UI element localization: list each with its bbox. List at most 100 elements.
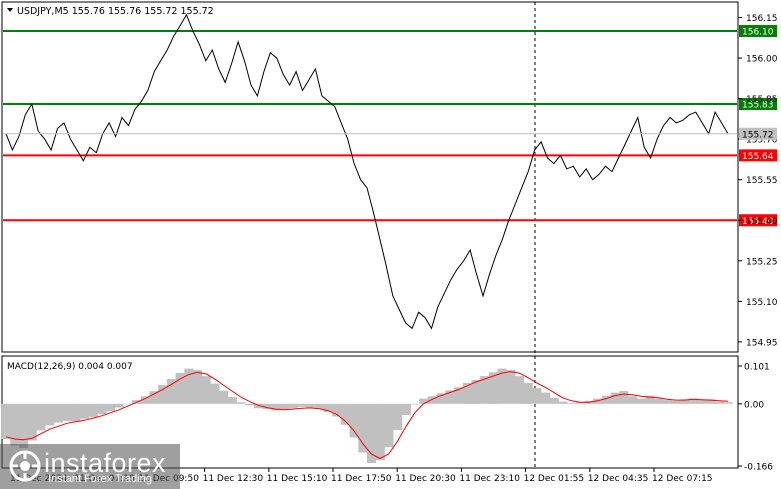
macd-bar bbox=[97, 403, 107, 415]
price-series bbox=[5, 13, 729, 330]
macd-bar bbox=[506, 370, 516, 404]
macd-bar bbox=[697, 400, 707, 404]
macd-bar bbox=[236, 402, 246, 404]
macd-bar bbox=[680, 399, 690, 404]
macd-axis: 0.101 0.00 -0.166 bbox=[738, 363, 773, 473]
macd-bar bbox=[575, 402, 585, 404]
macd-bar bbox=[671, 400, 681, 404]
macd-bar bbox=[297, 403, 307, 407]
macd-bar bbox=[88, 403, 98, 417]
macd-bar bbox=[549, 397, 559, 404]
macd-bar bbox=[497, 368, 507, 404]
macd-bar bbox=[401, 403, 411, 415]
macd-bar bbox=[445, 390, 455, 404]
macd-signal-line bbox=[5, 371, 729, 460]
macd-bar bbox=[10, 403, 20, 446]
price-level-tag bbox=[739, 98, 777, 111]
macd-bar bbox=[62, 403, 72, 421]
current-price-marker: 155.72 bbox=[3, 127, 777, 140]
macd-bar bbox=[567, 403, 577, 404]
macd-bar bbox=[419, 398, 429, 404]
macd-bar bbox=[488, 372, 498, 404]
macd-bar bbox=[306, 403, 316, 408]
macd-bar bbox=[149, 391, 159, 404]
price-level-label: 155.40 bbox=[742, 217, 774, 227]
macd-bar bbox=[123, 403, 133, 405]
macd-bar bbox=[262, 403, 272, 409]
macd-histogram bbox=[1, 368, 733, 463]
time-tick-label: 12 Dec 04:35 bbox=[588, 474, 649, 484]
macd-tick-label: 0.00 bbox=[744, 400, 764, 410]
macd-bar bbox=[79, 403, 89, 419]
macd-bar bbox=[523, 382, 533, 404]
macd-bar bbox=[45, 403, 55, 426]
macd-bar bbox=[288, 403, 298, 409]
macd-bar bbox=[349, 403, 359, 438]
macd-bar bbox=[636, 398, 646, 404]
macd-bar bbox=[332, 403, 342, 417]
macd-bar bbox=[27, 403, 37, 441]
macd-bar bbox=[114, 403, 124, 408]
macd-bar bbox=[645, 395, 655, 404]
macd-bar bbox=[375, 403, 385, 460]
macd-bar bbox=[166, 379, 176, 404]
price-levels: 156.10 155.83 155.64 155.40 bbox=[3, 25, 777, 227]
macd-bar bbox=[610, 392, 620, 404]
macd-bar bbox=[628, 396, 638, 404]
time-tick-label: 11 Dec 12:30 bbox=[203, 474, 264, 484]
macd-bar bbox=[532, 388, 542, 404]
time-tick-label: 12 Dec 07:15 bbox=[652, 474, 713, 484]
macd-bar bbox=[201, 376, 211, 404]
time-tick-label: 11 Dec 15:10 bbox=[267, 474, 328, 484]
price-level-tag bbox=[739, 149, 777, 162]
macd-bar bbox=[462, 382, 472, 404]
logo-brand: instaforex bbox=[44, 448, 167, 478]
macd-bar bbox=[688, 398, 698, 404]
macd-bar bbox=[706, 399, 716, 404]
price-level-label: 155.83 bbox=[742, 101, 774, 111]
macd-bar bbox=[436, 393, 446, 404]
macd-bar bbox=[715, 401, 725, 404]
time-tick-label: 11 Dec 17:50 bbox=[331, 474, 392, 484]
price-line bbox=[5, 13, 729, 330]
price-level-tag bbox=[739, 214, 777, 227]
current-price-tag bbox=[739, 127, 777, 140]
price-tick-label: 155.10 bbox=[746, 298, 778, 308]
instaforex-logo-icon bbox=[9, 450, 41, 482]
macd-tick-label: 0.101 bbox=[744, 363, 770, 373]
macd-bar bbox=[471, 379, 481, 404]
macd-tick-label: -0.166 bbox=[744, 463, 773, 473]
logo-tagline: Instant Forex Trading bbox=[48, 473, 152, 485]
macd-bar bbox=[480, 376, 490, 404]
macd-bar bbox=[358, 403, 368, 453]
macd-bar bbox=[227, 397, 237, 404]
chart-title: USDJPY,M5 155.76 155.76 155.72 155.72 bbox=[17, 6, 214, 17]
macd-bar bbox=[454, 387, 464, 404]
macd-bar bbox=[36, 403, 46, 431]
dropdown-triangle-icon[interactable] bbox=[7, 8, 13, 12]
macd-bar bbox=[271, 403, 281, 411]
time-tick-label: 11 Dec 23:10 bbox=[459, 474, 520, 484]
chart-header: USDJPY,M5 155.76 155.76 155.72 155.72 bbox=[7, 6, 214, 17]
price-tick-label: 155.25 bbox=[746, 257, 778, 267]
time-tick-label: 11 Dec 20:30 bbox=[395, 474, 456, 484]
macd-bar bbox=[193, 370, 203, 404]
macd-title: MACD(12,26,9) 0.004 0.007 bbox=[7, 362, 133, 372]
macd-bar bbox=[514, 376, 524, 404]
macd-bar bbox=[106, 403, 116, 412]
price-tick-label: 155.85 bbox=[746, 95, 778, 105]
price-level-label: 156.10 bbox=[742, 28, 774, 38]
macd-bar bbox=[619, 391, 629, 404]
price-tick-label: 155.40 bbox=[746, 217, 778, 227]
macd-bar bbox=[367, 403, 377, 463]
macd-bar bbox=[410, 403, 420, 405]
macd-bar bbox=[280, 403, 290, 410]
price-tick-label: 154.95 bbox=[746, 338, 778, 348]
macd-bar bbox=[323, 403, 333, 412]
macd-bar bbox=[654, 398, 664, 404]
price-tick-label: 155.70 bbox=[746, 136, 778, 146]
macd-bar bbox=[53, 403, 63, 423]
macd-bar bbox=[19, 403, 29, 448]
price-level-tag bbox=[739, 25, 777, 38]
